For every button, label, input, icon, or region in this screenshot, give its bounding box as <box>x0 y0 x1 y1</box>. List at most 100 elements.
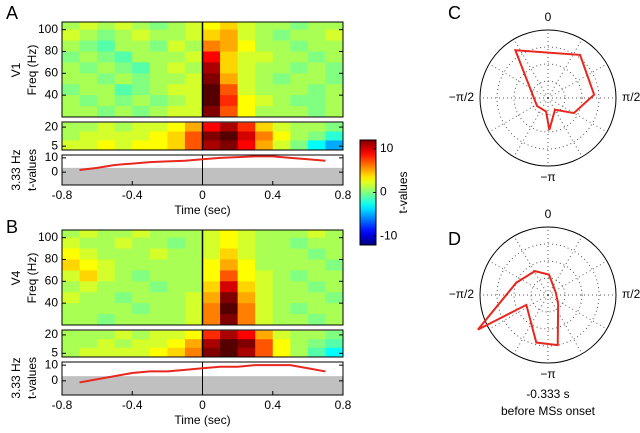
heatmap-cell <box>149 237 168 250</box>
heatmap-cell <box>114 95 133 107</box>
heatmap-cell <box>202 122 221 133</box>
heatmap-cell <box>167 237 186 250</box>
heatmap-cell <box>202 237 221 250</box>
heatmap-cell <box>202 347 221 357</box>
heatmap-cell <box>202 339 221 349</box>
heatmap-cell <box>255 330 274 340</box>
heatmap-cell <box>290 347 309 357</box>
heatmap-cell <box>220 303 239 315</box>
heatmap-cell <box>255 40 274 52</box>
panel-letter: B <box>6 217 18 237</box>
heatmap-cell <box>325 40 343 52</box>
heatmap-cell <box>79 303 98 315</box>
heatmap-cell <box>290 22 309 31</box>
y-tick-label: 80 <box>45 44 59 58</box>
heatmap-cell <box>149 281 168 293</box>
axes-frame <box>61 229 344 326</box>
heatmap-cell <box>132 314 151 325</box>
heatmap-cell <box>62 270 81 282</box>
row-label: V4 <box>9 270 23 285</box>
heatmap-cell <box>220 22 239 31</box>
y-tick-label: 10 <box>45 357 59 371</box>
heatmap-cell <box>149 29 168 42</box>
heatmap-cell <box>220 95 239 107</box>
heatmap-cell <box>184 292 203 304</box>
heatmap-cell <box>149 84 168 96</box>
heatmap-cell <box>307 131 326 141</box>
heatmap-cell <box>237 248 256 260</box>
heatmap-cell <box>307 230 326 239</box>
heatmap-cell <box>132 347 151 357</box>
row-label: 3.33 Hz <box>9 149 23 190</box>
heatmap-cell <box>272 230 291 239</box>
y-axis-label: t-values <box>25 357 39 399</box>
heatmap-cell <box>97 131 116 141</box>
heatmap-cell <box>167 330 186 340</box>
heatmap-cell <box>167 106 186 117</box>
heatmap-cell <box>62 62 81 74</box>
heatmap-cell <box>272 330 291 340</box>
x-tick-label: 0 <box>199 188 206 202</box>
heatmap-cell <box>62 347 81 357</box>
heatmap-cell <box>114 339 133 349</box>
y-tick-label: 0 <box>51 373 58 387</box>
heatmap-cell <box>114 281 133 293</box>
heatmap-cell <box>97 292 116 304</box>
heatmap-cell <box>167 51 186 63</box>
polar-spoke <box>513 235 549 296</box>
heatmap-cell <box>290 303 309 315</box>
heatmap-cell <box>62 95 81 107</box>
heatmap-cell <box>255 314 274 325</box>
heatmap-cell <box>97 29 116 42</box>
heatmap-cell <box>290 122 309 133</box>
heatmap-cell <box>62 29 81 42</box>
heatmap-cell <box>202 29 221 42</box>
heatmap-cell <box>237 106 256 117</box>
heatmap-cell <box>184 339 203 349</box>
heatmap-cell <box>79 339 98 349</box>
heatmap-cell <box>79 29 98 42</box>
heatmap-cell <box>114 259 133 271</box>
heatmap-cell <box>149 339 168 349</box>
heatmap-cell <box>62 106 81 117</box>
theta-tick-label: 0 <box>545 207 552 221</box>
heatmap-cell <box>255 347 274 357</box>
heatmap-cell <box>290 106 309 117</box>
heatmap-cell <box>114 122 133 133</box>
heatmap-cell <box>184 230 203 239</box>
heatmap-cell <box>97 303 116 315</box>
polar-spoke <box>513 38 549 99</box>
heatmap-cell <box>325 122 343 133</box>
heatmap-cell <box>220 131 239 141</box>
heatmap-cell <box>255 131 274 141</box>
heatmap-cell <box>255 259 274 271</box>
heatmap-cell <box>272 339 291 349</box>
heatmap-cell <box>167 259 186 271</box>
heatmap-cell <box>149 303 168 315</box>
heatmap-cell <box>132 22 151 31</box>
heatmap-cell <box>62 314 81 325</box>
heatmap-cell <box>79 40 98 52</box>
heatmap-cell <box>62 292 81 304</box>
heatmap-cell <box>325 230 343 239</box>
heatmap-cell <box>307 259 326 271</box>
heatmap-cell <box>149 122 168 133</box>
heatmap-cell <box>220 237 239 250</box>
heatmap-cell <box>184 303 203 315</box>
heatmap-cell <box>149 292 168 304</box>
heatmap-cell <box>272 314 291 325</box>
x-tick-label: -0.8 <box>52 188 73 202</box>
heatmap-cell <box>202 140 221 150</box>
heatmap-cell <box>132 84 151 96</box>
heatmap-cell <box>79 95 98 107</box>
heatmap-cell <box>237 281 256 293</box>
heatmap-cell <box>149 140 168 150</box>
heatmap-cell <box>79 237 98 250</box>
heatmap-cell <box>290 248 309 260</box>
heatmap-cell <box>237 40 256 52</box>
heatmap-cell <box>79 62 98 74</box>
heatmap-cell <box>272 292 291 304</box>
heatmap-cell <box>220 40 239 52</box>
heatmap-cell <box>97 62 116 74</box>
